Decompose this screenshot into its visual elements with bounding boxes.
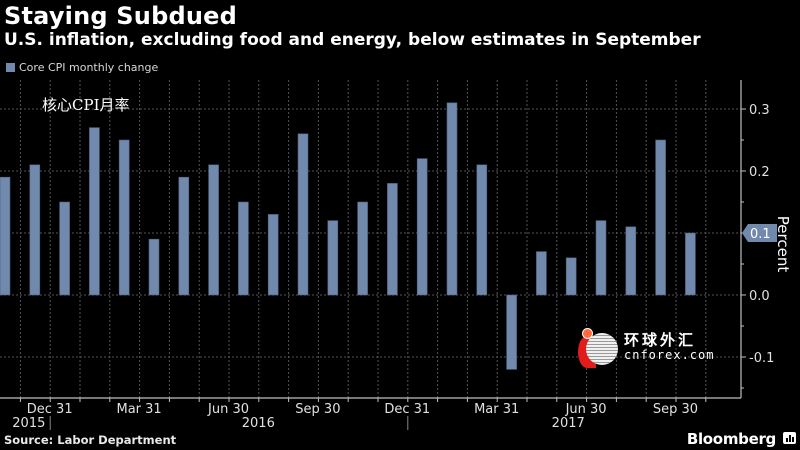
bar — [0, 176, 11, 296]
bar — [178, 176, 190, 296]
annotation-label: 核心CPI月率 — [42, 96, 130, 114]
y-tick-label: 0.0 — [749, 289, 770, 304]
chart-subtitle: U.S. inflation, excluding food and energ… — [4, 30, 701, 50]
y-tick-label: 0.2 — [749, 165, 770, 180]
source-note: Source: Labor Department — [4, 433, 177, 447]
y-tick-label: -0.1 — [749, 351, 774, 366]
legend: Core CPI monthly change — [6, 61, 158, 74]
bars — [0, 102, 696, 370]
watermark: 环球外汇 cnforex.com — [578, 328, 714, 368]
bar — [208, 164, 219, 296]
last-value-label: 0.1 — [750, 227, 771, 242]
legend-swatch — [6, 63, 15, 72]
bar — [416, 158, 428, 296]
x-year-label: 2017 — [552, 416, 585, 431]
bar — [267, 214, 279, 296]
bar — [625, 226, 637, 296]
watermark-en: cnforex.com — [624, 348, 715, 362]
x-tick-label: Mar 31 — [116, 402, 161, 417]
bar — [506, 294, 517, 370]
y-axis-label: Percent — [774, 215, 792, 273]
bar — [655, 139, 666, 296]
bar — [327, 220, 339, 296]
axes: 0.3 0.2 0.0 -0.1 0.1 Dec 31 Mar 31 Jun 30 Sep 30… — [0, 80, 777, 431]
bar — [595, 220, 607, 296]
grid — [0, 80, 741, 398]
x-tick-label: Sep 30 — [653, 402, 698, 417]
bar — [89, 127, 100, 296]
watermark-cn: 环球外汇 — [624, 331, 697, 349]
bar — [118, 139, 130, 296]
bar — [297, 133, 309, 296]
x-tick-label: Sep 30 — [295, 402, 340, 417]
x-tick-label: Mar 31 — [474, 402, 519, 417]
bar — [148, 238, 160, 296]
bar — [565, 257, 577, 296]
x-year-label: 2016 — [242, 416, 275, 431]
watermark-logo-icon — [578, 328, 622, 368]
x-tick-label: Dec 31 — [384, 402, 430, 417]
x-tick-label: Jun 30 — [207, 402, 249, 417]
chart-title: Staying Subdued — [4, 2, 237, 30]
bar — [387, 183, 398, 296]
bar — [536, 251, 547, 296]
bar — [59, 201, 70, 296]
x-tick-label: Dec 31 — [27, 402, 73, 417]
bar — [685, 232, 696, 296]
bar — [476, 164, 488, 296]
x-tick-label: Jun 30 — [565, 402, 607, 417]
bloomberg-logo: Bloomberg — [686, 430, 776, 448]
legend-label: Core CPI monthly change — [19, 61, 159, 74]
x-year-label: 2015 — [12, 416, 45, 431]
y-tick-label: 0.3 — [749, 103, 770, 118]
bloomberg-chart-icon — [783, 432, 796, 444]
bar — [446, 102, 458, 296]
bar — [238, 201, 249, 296]
bar — [29, 164, 41, 296]
last-value-marker — [742, 224, 777, 242]
bar — [357, 201, 368, 296]
